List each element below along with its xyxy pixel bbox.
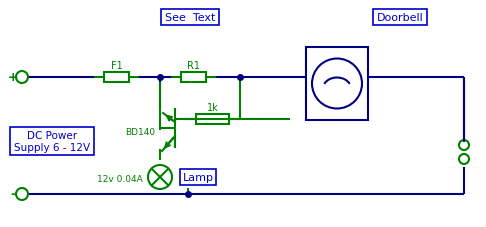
Bar [196,114,229,124]
Text: See  Text: See Text [165,13,215,23]
Bar [306,48,368,121]
Text: Doorbell: Doorbell [377,13,423,23]
Text: 12v 0.04A: 12v 0.04A [97,175,143,184]
Text: -: - [10,188,16,201]
Text: BD140: BD140 [125,128,155,137]
Text: 1k: 1k [207,103,218,113]
Text: Lamp: Lamp [183,172,213,182]
Text: R1: R1 [187,61,200,71]
Text: DC Power
Supply 6 - 12V: DC Power Supply 6 - 12V [14,131,90,152]
Text: F1: F1 [111,61,122,71]
Bar [181,73,207,83]
Bar [104,73,129,83]
Text: +: + [8,71,18,84]
